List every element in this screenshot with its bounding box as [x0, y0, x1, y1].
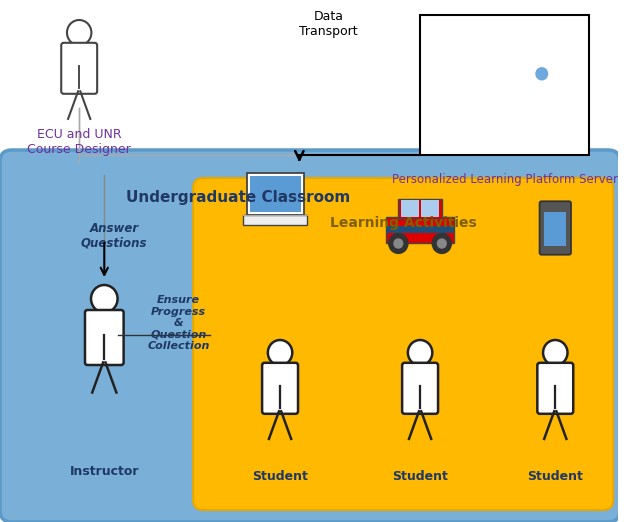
FancyBboxPatch shape [538, 363, 573, 414]
FancyBboxPatch shape [540, 201, 571, 255]
Text: Learning Activities: Learning Activities [330, 216, 477, 230]
Circle shape [432, 234, 451, 253]
FancyBboxPatch shape [421, 200, 439, 217]
FancyBboxPatch shape [0, 150, 620, 522]
FancyBboxPatch shape [247, 173, 303, 215]
Circle shape [91, 285, 118, 313]
FancyBboxPatch shape [243, 215, 307, 224]
Text: Student: Student [392, 470, 448, 483]
Circle shape [536, 68, 548, 80]
Circle shape [408, 340, 432, 365]
FancyBboxPatch shape [420, 15, 589, 155]
FancyBboxPatch shape [85, 310, 124, 365]
FancyBboxPatch shape [544, 212, 566, 246]
Circle shape [67, 20, 92, 45]
Circle shape [268, 340, 292, 365]
FancyBboxPatch shape [250, 176, 301, 212]
Text: Student: Student [252, 470, 308, 483]
FancyBboxPatch shape [386, 217, 454, 243]
FancyBboxPatch shape [401, 200, 419, 217]
FancyBboxPatch shape [61, 43, 97, 94]
Text: ECU and UNR
Course Designer: ECU and UNR Course Designer [28, 128, 131, 156]
FancyBboxPatch shape [386, 227, 454, 233]
Circle shape [388, 234, 408, 253]
FancyBboxPatch shape [193, 178, 613, 510]
FancyBboxPatch shape [398, 199, 442, 219]
Text: Answer
Questions: Answer Questions [81, 222, 147, 250]
Circle shape [394, 239, 403, 248]
Text: Personalized Learning Platform Server: Personalized Learning Platform Server [392, 173, 618, 186]
Text: Student: Student [527, 470, 583, 483]
FancyBboxPatch shape [262, 363, 298, 414]
Text: Ensure
Progress
&
Question
Collection: Ensure Progress & Question Collection [147, 295, 210, 351]
Text: Data
Transport: Data Transport [299, 10, 358, 38]
Circle shape [543, 340, 568, 365]
Text: Undergraduate Classroom: Undergraduate Classroom [126, 190, 351, 205]
FancyBboxPatch shape [402, 363, 438, 414]
Text: Instructor: Instructor [70, 465, 139, 478]
Circle shape [438, 239, 446, 248]
